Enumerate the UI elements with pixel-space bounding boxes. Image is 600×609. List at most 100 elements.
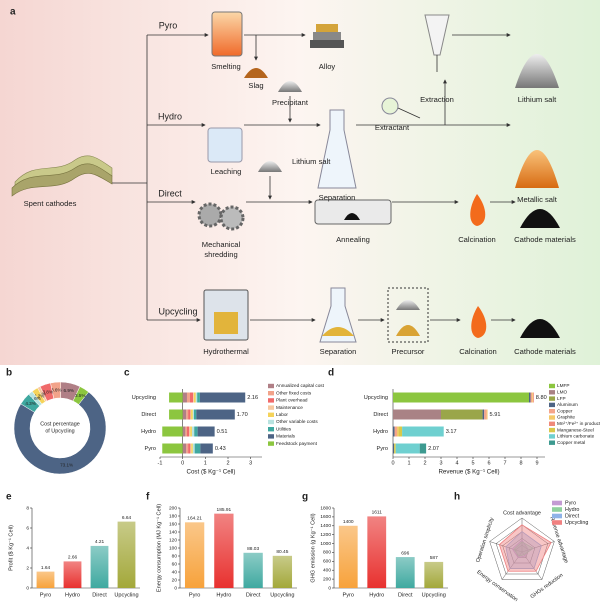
bar-segment [191, 409, 193, 420]
legend-swatch [268, 405, 274, 410]
label: Separation [319, 193, 356, 202]
bar [90, 545, 109, 588]
label: Calcination [458, 235, 496, 244]
gear-icon [197, 202, 223, 228]
bar-segment [182, 426, 186, 437]
flame-icon [471, 306, 487, 338]
label: Cathode materials [514, 235, 576, 244]
x-tick-label: 4 [455, 460, 458, 466]
bar-segment [186, 426, 190, 437]
legend-swatch [268, 383, 274, 389]
bar-segment [402, 426, 444, 437]
legend-swatch [549, 415, 555, 420]
bar-segment [393, 426, 395, 437]
legend-label: Annualized capital cost [276, 383, 325, 388]
precursor-pile [396, 300, 420, 310]
bar-segment [190, 443, 192, 454]
label: Cathode materials [514, 347, 576, 356]
y-tick-label: 1200 [320, 532, 331, 538]
center-label: Cost percentage [40, 421, 80, 427]
bar-segment [532, 392, 533, 403]
alloy-icon [313, 32, 341, 40]
category-label: Upcycling [364, 395, 388, 401]
bar-segment [182, 409, 187, 420]
metallic-salt-pile [515, 150, 559, 188]
bar-segment [395, 443, 420, 454]
x-tick-label: 6 [487, 460, 490, 466]
bar [117, 521, 136, 588]
slice-label: 3.8% [42, 389, 52, 394]
y-tick-label: 80 [172, 553, 178, 559]
legend-swatch [549, 390, 555, 395]
value-label: 2.66 [68, 555, 78, 561]
legend-swatch [549, 421, 555, 426]
funnel-icon [424, 14, 450, 56]
radar-area [498, 524, 552, 572]
bar-segment [486, 409, 488, 420]
category-label: Direct [141, 412, 156, 418]
legend-swatch [549, 402, 555, 408]
radar-axis-label: Energy conservation [475, 569, 518, 603]
y-tick-label: 40 [172, 569, 178, 575]
autoclave-liquid [214, 312, 238, 334]
legend-label: Copper metal [557, 440, 585, 445]
x-tick-label: 0 [181, 460, 184, 466]
diagram [11, 11, 560, 343]
flame-icon [470, 194, 486, 226]
beaker-icon [207, 127, 243, 163]
panel-letter: c [124, 368, 130, 379]
label: Lithium salt [292, 157, 331, 166]
label: Extractant [375, 123, 410, 132]
total-label: 2.16 [247, 395, 258, 401]
value-label: 1400 [343, 519, 354, 525]
legend-swatch [549, 409, 555, 414]
x-tick-label: 5 [471, 460, 474, 466]
alloy-icon [316, 24, 338, 32]
label: Metallic salt [517, 195, 558, 204]
bar-segment [394, 443, 396, 454]
legend-swatch [268, 398, 274, 403]
y-tick-label: 200 [323, 576, 331, 582]
gear-icon [219, 205, 245, 231]
bar-segment [419, 443, 427, 454]
y-axis-title: Energy consumption (MJ Kg⁻¹ Cell) [156, 504, 162, 592]
y-tick-label: 8 [26, 505, 29, 511]
y-tick-label: 1800 [320, 505, 331, 511]
legend-swatch [552, 520, 562, 525]
y-tick-label: 1400 [320, 523, 331, 529]
legend-swatch [549, 396, 555, 401]
bar [36, 571, 55, 588]
x-tick-label: 3 [249, 460, 252, 466]
bar-segment [393, 409, 441, 420]
bar-segment [484, 409, 487, 420]
legend-swatch [552, 513, 562, 519]
slag-pile [244, 68, 268, 78]
y-tick-label: 180 [169, 513, 177, 519]
donut-slice [72, 386, 89, 405]
value-label: 696 [401, 550, 409, 556]
radar-area [505, 531, 542, 569]
value-label: 88.03 [247, 546, 259, 552]
bar-segment [394, 426, 397, 437]
bar-segment [533, 392, 534, 403]
route-label: Hydro [158, 111, 182, 121]
y-tick-label: 20 [172, 577, 178, 583]
y-tick-label: 140 [169, 529, 177, 535]
y-tick-label: 4 [26, 545, 29, 551]
y-tick-label: 800 [323, 550, 331, 556]
radar-axis-label: GHGs reduction [530, 573, 565, 601]
y-tick-label: 1600 [320, 514, 331, 520]
bar [63, 561, 82, 588]
y-tick-label: 160 [169, 521, 177, 527]
bar-segment [189, 426, 191, 437]
y-tick-label: 100 [169, 545, 177, 551]
bar [338, 525, 358, 588]
x-tick-label: 0 [391, 460, 394, 466]
x-tick-label: Upcycling [270, 592, 294, 598]
legend-label: Plant overhead [276, 398, 308, 403]
panel-letter: h [454, 492, 460, 503]
panel-letter: g [302, 492, 308, 503]
alloy-icon [310, 40, 344, 48]
bar-segment [194, 392, 196, 403]
